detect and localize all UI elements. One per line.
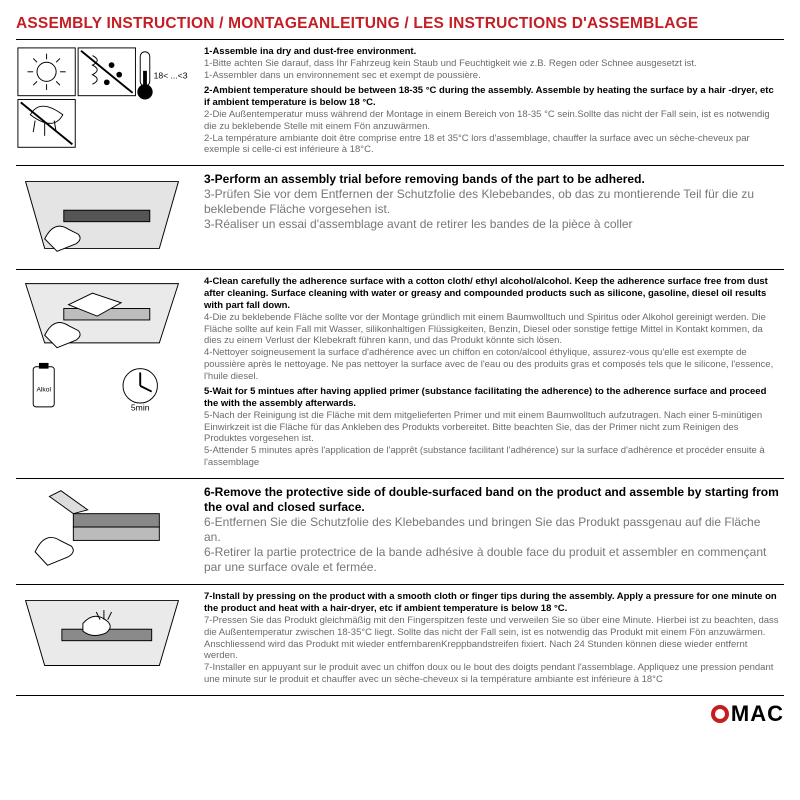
row-1: 18< ...<35 C 1-Assemble ina dry and dust… (16, 40, 784, 166)
instruction-rows: 18< ...<35 C 1-Assemble ina dry and dust… (16, 39, 784, 696)
step-7-fr: 7-Installer en appuyant sur le produit a… (204, 662, 780, 686)
primer-wait-icon: Alkol 5min (16, 361, 188, 414)
row-1-illustration: 18< ...<35 C (16, 40, 196, 165)
step-4-fr: 4-Nettoyer soigneusement la surface d'ad… (204, 347, 780, 383)
logo-o-icon (711, 705, 729, 723)
step-2-fr: 2-La température ambiante doit être comp… (204, 133, 780, 157)
remove-film-icon (16, 485, 188, 576)
logo-row: MAC (16, 696, 784, 728)
step-6: 6-Remove the protective side of double-s… (204, 485, 780, 575)
step-1-de: 1-Bitte achten Sie darauf, dass Ihr Fahr… (204, 58, 780, 70)
thermometer-icon: 18< ...<35 C (137, 52, 188, 100)
step-4: 4-Clean carefully the adherence surface … (204, 276, 780, 383)
step-3-de: 3-Prüfen Sie vor dem Entfernen der Schut… (204, 187, 780, 217)
row-3-text: 4-Clean carefully the adherence surface … (196, 270, 784, 478)
step-2-de: 2-Die Außentemperatur muss während der M… (204, 109, 780, 133)
step-6-fr: 6-Retirer la partie protectrice de la ba… (204, 545, 780, 575)
step-5-fr: 5-Attender 5 minutes après l'application… (204, 445, 780, 469)
step-5-de: 5-Nach der Reinigung ist die Fläche mit … (204, 410, 780, 446)
step-7-en: 7-Install by pressing on the product wit… (204, 591, 780, 615)
step-7: 7-Install by pressing on the product wit… (204, 591, 780, 686)
page-title: ASSEMBLY INSTRUCTION / MONTAGEANLEITUNG … (16, 14, 784, 33)
row-5-illustration (16, 585, 196, 695)
step-1-en: 1-Assemble ina dry and dust-free environ… (204, 46, 780, 58)
step-6-de: 6-Entfernen Sie die Schutzfolie des Kleb… (204, 515, 780, 545)
step-6-en: 6-Remove the protective side of double-s… (204, 485, 780, 515)
step-2-en: 2-Ambient temperature should be between … (204, 85, 780, 109)
row-5: 7-Install by pressing on the product wit… (16, 585, 784, 696)
step-5: 5-Wait for 5 mintues after having applie… (204, 386, 780, 469)
row-3-illustration: Alkol 5min (16, 270, 196, 478)
svg-text:Alkol: Alkol (36, 387, 51, 394)
step-5-en: 5-Wait for 5 mintues after having applie… (204, 386, 780, 410)
page: ASSEMBLY INSTRUCTION / MONTAGEANLEITUNG … (0, 0, 800, 736)
step-4-en: 4-Clean carefully the adherence surface … (204, 276, 780, 312)
step-3: 3-Perform an assembly trial before remov… (204, 172, 780, 232)
step-3-en: 3-Perform an assembly trial before remov… (204, 172, 780, 187)
row-2-text: 3-Perform an assembly trial before remov… (196, 166, 784, 269)
row-1-text: 1-Assemble ina dry and dust-free environ… (196, 40, 784, 165)
row-3: Alkol 5min 4-Clean carefully the adheren… (16, 270, 784, 479)
step-1: 1-Assemble ina dry and dust-free environ… (204, 46, 780, 82)
clean-surface-icon (16, 276, 188, 357)
brand-logo: MAC (711, 700, 784, 728)
step-4-de: 4-Die zu beklebende Fläche sollte vor de… (204, 312, 780, 348)
svg-text:18< ...<35 C: 18< ...<35 C (154, 71, 188, 81)
trial-fit-icon (16, 172, 188, 263)
step-2: 2-Ambient temperature should be between … (204, 85, 780, 156)
row-5-text: 7-Install by pressing on the product wit… (196, 585, 784, 695)
row-4: 6-Remove the protective side of double-s… (16, 479, 784, 585)
env-icons: 18< ...<35 C (16, 46, 188, 151)
row-2: 3-Perform an assembly trial before remov… (16, 166, 784, 270)
step-1-fr: 1-Assembler dans un environnement sec et… (204, 70, 780, 82)
row-4-illustration (16, 479, 196, 584)
svg-text:5min: 5min (131, 403, 150, 413)
press-install-icon (16, 591, 188, 682)
row-4-text: 6-Remove the protective side of double-s… (196, 479, 784, 584)
logo-text: MAC (731, 700, 784, 728)
step-7-de: 7-Pressen Sie das Produkt gleichmäßig mi… (204, 615, 780, 663)
row-2-illustration (16, 166, 196, 269)
step-3-fr: 3-Réaliser un essai d'assemblage avant d… (204, 217, 780, 232)
